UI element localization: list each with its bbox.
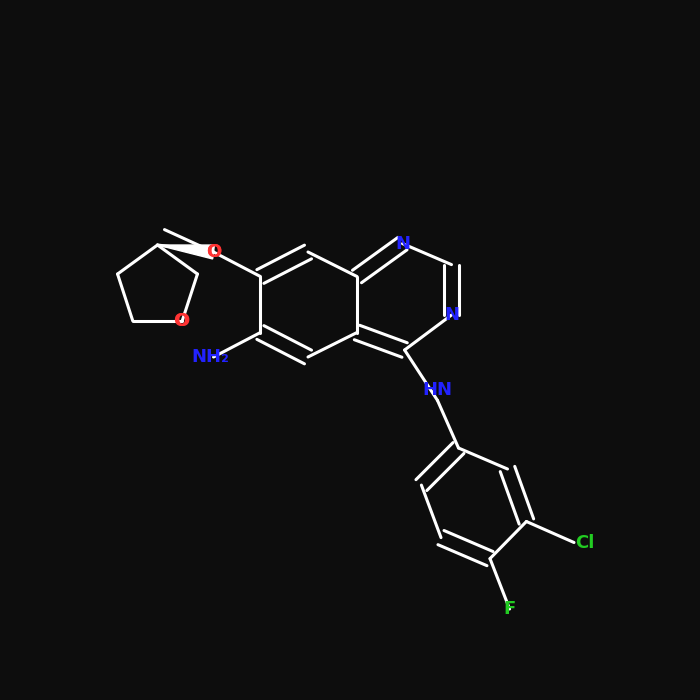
Text: O: O: [173, 312, 188, 330]
Text: O: O: [206, 243, 221, 261]
Text: N: N: [395, 234, 410, 253]
Text: N: N: [444, 306, 459, 324]
Text: HN: HN: [423, 381, 452, 399]
Text: NH₂: NH₂: [191, 348, 229, 366]
Text: O: O: [174, 312, 190, 330]
Polygon shape: [158, 245, 214, 259]
Text: F: F: [503, 600, 516, 618]
Text: Cl: Cl: [575, 533, 594, 552]
Text: O: O: [206, 243, 221, 261]
